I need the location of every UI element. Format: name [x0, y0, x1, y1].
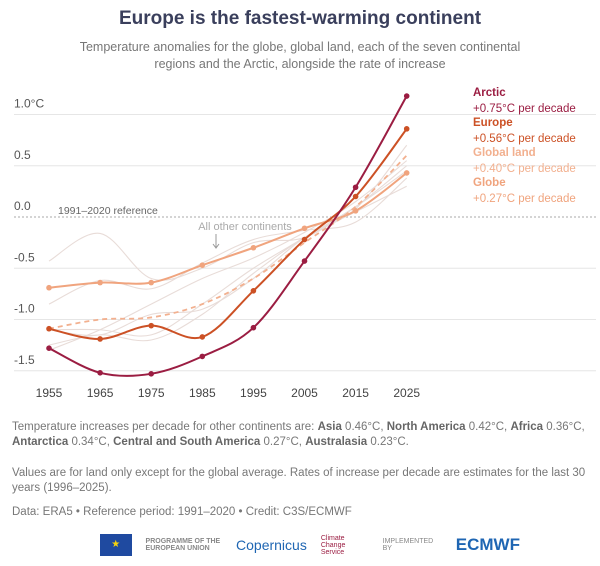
- continent-name: Antarctica: [12, 436, 69, 448]
- data-point: [250, 324, 257, 331]
- data-point: [199, 262, 206, 268]
- data-point: [403, 126, 410, 132]
- data-point: [352, 208, 359, 214]
- data-point: [46, 345, 52, 352]
- series-rate-label: +0.56°C per decade: [473, 133, 576, 145]
- data-point: [199, 334, 206, 340]
- data-point: [403, 93, 410, 99]
- data-point: [97, 336, 103, 342]
- x-tick-label: 2005: [291, 386, 318, 400]
- data-point: [148, 371, 154, 377]
- eu-programme-label: PROGRAMME OF THE EUROPEAN UNION: [145, 538, 221, 552]
- series-label: Global land: [473, 147, 536, 159]
- reference-label: 1991–2020 reference: [58, 205, 158, 217]
- chart-title: Europe is the fastest-warming continent: [118, 8, 482, 29]
- other-continent-line: [48, 177, 408, 305]
- arrow-icon: [212, 234, 220, 249]
- other-continents-note: Temperature increases per decade for oth…: [12, 421, 585, 448]
- y-tick-label: 0.0: [14, 199, 31, 213]
- data-point: [250, 244, 257, 251]
- credit-note: Data: ERA5 • Reference period: 1991–2020…: [12, 506, 352, 518]
- data-point: [97, 370, 103, 376]
- series-line-global-land: [48, 154, 408, 330]
- x-tick-label: 1995: [240, 386, 267, 400]
- data-point: [301, 236, 308, 243]
- values-note: Values are for land only except for the …: [12, 467, 586, 494]
- series-rate-label: +0.40°C per decade: [473, 163, 576, 175]
- data-point: [301, 225, 308, 232]
- x-tick-label: 2015: [342, 386, 369, 400]
- data-point: [199, 353, 206, 360]
- y-tick-label: -1.5: [14, 353, 35, 367]
- logos-bar: ★ PROGRAMME OF THE EUROPEAN UNION Copern…: [100, 530, 520, 560]
- ecmwf-logo: ECMWF: [455, 535, 520, 554]
- chart-subtitle: Temperature anomalies for the globe, glo…: [79, 40, 521, 71]
- series-line-globe: [48, 172, 408, 289]
- copernicus-logo: Copernicus: [236, 537, 307, 553]
- data-point: [148, 322, 154, 329]
- series-rate-label: +0.27°C per decade: [473, 193, 576, 205]
- continent-name: North America: [386, 421, 466, 433]
- y-tick-label: 1.0°C: [14, 97, 44, 111]
- c3s-logo: Climate Change Service: [320, 534, 346, 556]
- x-tick-label: 1985: [189, 386, 216, 400]
- implemented-by-label: IMPLEMENTED BY: [382, 538, 434, 552]
- continent-name: Africa: [510, 421, 544, 433]
- y-tick-label: 0.5: [14, 148, 31, 162]
- data-point: [46, 284, 52, 291]
- series-rate-label: +0.75°C per decade: [473, 103, 576, 115]
- series-label: Europe: [473, 117, 513, 129]
- data-point: [403, 170, 410, 176]
- data-point: [301, 258, 308, 264]
- x-tick-label: 1975: [138, 386, 165, 400]
- data-point: [148, 279, 154, 286]
- other-continent-line: [48, 160, 408, 351]
- other-continent-line: [48, 144, 408, 336]
- data-point: [97, 279, 103, 286]
- x-tick-label: 1955: [36, 386, 63, 400]
- data-point: [352, 193, 359, 200]
- eu-flag-icon: ★: [100, 534, 132, 556]
- other-continents-label: All other continents: [198, 221, 292, 233]
- line-chart: 1.0°C 0.5 0.0 -0.5 -1.0 -1.5 1991–2020 referen…: [14, 87, 596, 400]
- continent-name: Central and South America: [113, 436, 261, 448]
- data-point: [250, 288, 257, 294]
- data-point: [46, 325, 52, 332]
- x-tick-label: 1965: [87, 386, 114, 400]
- series-label: Arctic: [473, 87, 506, 99]
- y-tick-label: -1.0: [14, 302, 35, 316]
- series-label: Globe: [473, 177, 506, 189]
- continent-name: Asia: [317, 421, 342, 433]
- y-tick-label: -0.5: [14, 250, 35, 264]
- continent-name: Australasia: [305, 436, 368, 448]
- data-point: [352, 184, 359, 191]
- x-tick-label: 2025: [393, 386, 420, 400]
